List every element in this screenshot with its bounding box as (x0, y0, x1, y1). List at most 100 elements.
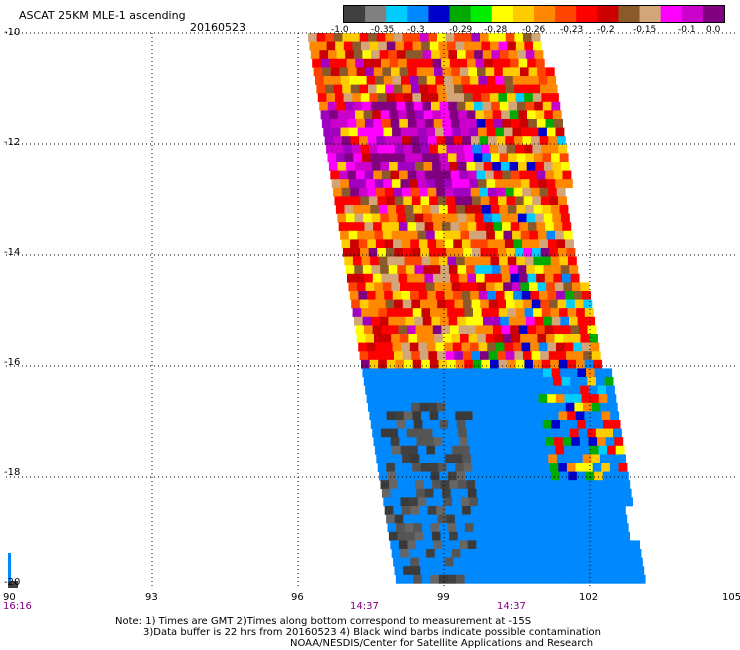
wind-cell (522, 84, 532, 94)
wind-cell (518, 480, 527, 490)
wind-cell (348, 179, 358, 189)
wind-cell (417, 549, 427, 558)
wind-cell (515, 463, 525, 472)
wind-cell (388, 265, 398, 275)
wind-cell (393, 84, 403, 94)
wind-cell (356, 334, 366, 343)
wind-cell (399, 385, 409, 395)
wind-cell (394, 351, 403, 361)
wind-cell (430, 205, 440, 214)
wind-cell (397, 316, 406, 326)
wind-cell (608, 557, 617, 567)
wind-cell (597, 385, 607, 395)
wind-cell (441, 222, 451, 232)
wind-cell (566, 248, 576, 257)
wind-cell (465, 420, 475, 429)
wind-cell (401, 394, 410, 404)
wind-cell (464, 93, 473, 103)
wind-cell (529, 549, 539, 558)
wind-cell (545, 437, 555, 447)
wind-cell (524, 93, 534, 103)
wind-cell (485, 67, 495, 77)
wind-cell (456, 101, 466, 111)
wind-cell (421, 256, 431, 266)
wind-cell (468, 334, 478, 343)
wind-cell (563, 179, 573, 189)
wind-cell (396, 101, 406, 111)
wind-cell (397, 531, 407, 541)
wind-cell (443, 230, 453, 240)
wind-cell (447, 471, 457, 481)
wind-cell (420, 299, 429, 309)
wind-cell (396, 205, 405, 214)
wind-cell (486, 445, 496, 455)
wind-cell (414, 50, 423, 60)
wind-cell (533, 359, 542, 369)
wind-cell (392, 342, 402, 352)
wind-cell (520, 230, 530, 240)
wind-cell (587, 428, 597, 438)
wind-cell (353, 205, 362, 214)
wind-cell (546, 282, 556, 292)
wind-cell (574, 299, 584, 309)
wind-cell (487, 187, 497, 197)
wind-cell (550, 359, 560, 369)
wind-cell (338, 58, 347, 68)
wind-cell (585, 523, 595, 533)
wind-cell (556, 454, 566, 464)
wind-cell (494, 282, 504, 292)
wind-cell (557, 566, 567, 576)
wind-cell (557, 248, 567, 257)
wind-cell (563, 497, 573, 507)
wind-cell (384, 506, 394, 515)
wind-cell (511, 67, 521, 77)
wind-cell (492, 58, 502, 68)
wind-cell (424, 377, 433, 386)
wind-cell (552, 213, 562, 223)
wind-cell (546, 127, 556, 137)
wind-cell (465, 368, 475, 378)
wind-cell (459, 488, 469, 498)
wind-cell (380, 265, 389, 275)
wind-cell (564, 445, 573, 455)
wind-cell (451, 282, 461, 292)
wind-cell (541, 308, 551, 318)
wind-cell (573, 394, 582, 404)
wind-cell (438, 41, 448, 51)
wind-cell (515, 196, 524, 206)
wind-cell (458, 377, 468, 386)
wind-cell (451, 67, 461, 77)
wind-cell (507, 205, 517, 214)
wind-cell (466, 428, 476, 438)
wind-cell (581, 445, 591, 455)
wind-cell (497, 402, 506, 412)
wind-cell (514, 248, 524, 257)
wind-cell (377, 463, 387, 472)
wind-cell (412, 411, 422, 421)
wind-cell (486, 127, 496, 137)
wind-cell (562, 488, 572, 498)
wind-cell (576, 523, 586, 533)
wind-cell (430, 153, 440, 163)
wind-cell (552, 531, 562, 541)
wind-cell (414, 316, 424, 326)
wind-cell (482, 523, 491, 533)
wind-cell (497, 33, 507, 42)
colorbar-label: -0.2 (597, 25, 615, 35)
colorbar-swatch (512, 6, 535, 22)
wind-cell (631, 540, 640, 550)
wind-cell (325, 33, 335, 42)
wind-cell (404, 205, 414, 214)
wind-cell (382, 437, 391, 447)
wind-cell (532, 463, 542, 472)
wind-cell (499, 101, 509, 111)
wind-cell (572, 549, 582, 558)
wind-cell (562, 540, 572, 550)
wind-cell (346, 162, 355, 171)
wind-cell (538, 179, 547, 189)
wind-cell (503, 282, 513, 292)
wind-cell (370, 205, 380, 214)
wind-cell (350, 136, 360, 146)
wind-cell (469, 445, 479, 455)
wind-cell (332, 76, 342, 85)
